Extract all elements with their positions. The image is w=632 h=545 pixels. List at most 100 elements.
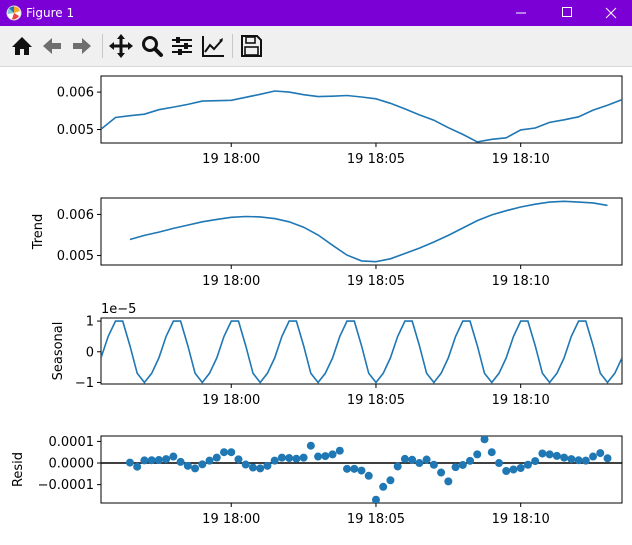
navigation-toolbar (0, 26, 632, 67)
y-tick-label: 0.006 (57, 86, 94, 101)
x-tick-label: 19 18:00 (202, 512, 260, 527)
resid-point (545, 450, 554, 459)
resid-point (314, 452, 323, 461)
resid-point (364, 471, 373, 480)
resid-point (256, 464, 265, 473)
y-tick-label: 0.0000 (49, 457, 95, 472)
y-tick-label: 0.005 (57, 123, 94, 138)
resid-point (466, 456, 475, 465)
x-tick-label: 19 18:00 (202, 274, 260, 289)
pan-button[interactable] (107, 32, 135, 60)
y-tick-label: 0.005 (57, 249, 94, 264)
resid-point (386, 476, 395, 485)
resid-point (292, 454, 301, 463)
resid-point (516, 463, 525, 472)
minimize-icon (516, 12, 526, 14)
subplot-4: 0.0001 0.0000 −0.0001 19 18:00 19 18:05 19 18… (11, 435, 623, 527)
home-button[interactable] (8, 32, 36, 60)
save-button[interactable] (237, 32, 265, 60)
forward-arrow-icon (73, 38, 91, 54)
move-icon (109, 34, 133, 58)
x-tick-label: 19 18:00 (202, 152, 260, 167)
resid-point (299, 453, 308, 462)
back-arrow-icon (43, 38, 61, 54)
resid-point (343, 464, 352, 473)
x-tick-label: 19 18:05 (347, 274, 405, 289)
maximize-icon (562, 7, 572, 17)
resid-point (140, 456, 149, 465)
resid-point (263, 461, 272, 470)
subplots-button[interactable] (168, 32, 196, 60)
resid-point (162, 455, 171, 464)
resid-point (444, 477, 453, 486)
back-button[interactable] (38, 32, 66, 60)
resid-point (473, 450, 482, 459)
zoom-button[interactable] (138, 32, 166, 60)
window-title: Figure 1 (26, 6, 75, 20)
resid-point (560, 453, 569, 462)
resid-point (567, 455, 576, 464)
home-icon (12, 37, 32, 55)
y-tick-label: 1 (86, 315, 94, 330)
resid-point (531, 457, 540, 466)
magnifier-icon (142, 36, 163, 57)
resid-point (437, 468, 446, 477)
resid-point (480, 436, 489, 444)
resid-point (306, 441, 315, 450)
resid-point (538, 449, 547, 458)
resid-point (451, 463, 460, 472)
resid-point (147, 456, 156, 465)
maximize-button[interactable] (544, 0, 590, 26)
resid-point (589, 452, 598, 461)
resid-point (205, 456, 214, 465)
line-chart-icon (202, 36, 224, 57)
resid-point (248, 463, 257, 472)
sliders-icon (172, 37, 192, 55)
figure-canvas[interactable]: 0.005 0.006 19 18:00 19 18:05 19 18:10 0.005 0… (0, 67, 632, 541)
resid-point (220, 448, 229, 457)
x-tick-label: 19 18:10 (492, 274, 550, 289)
resid-point (241, 460, 250, 469)
resid-point (408, 455, 417, 464)
x-tick-label: 19 18:00 (202, 393, 260, 408)
resid-point (552, 451, 561, 460)
y-axis-label: Resid (11, 452, 26, 487)
window-titlebar: Figure 1 (0, 0, 632, 26)
y-tick-label: 0 (86, 345, 94, 360)
resid-point (191, 464, 200, 473)
forward-button[interactable] (68, 32, 96, 60)
resid-point (125, 458, 134, 467)
x-tick-label: 19 18:05 (347, 512, 405, 527)
series-line-observed (101, 90, 622, 143)
resid-point (154, 455, 163, 464)
resid-point (285, 454, 294, 463)
resid-point (422, 455, 431, 464)
axes-frame (100, 435, 623, 504)
resid-point (494, 459, 503, 468)
resid-point (400, 454, 409, 463)
toolbar-separator (102, 34, 103, 58)
resid-point (321, 452, 330, 461)
resid-point (176, 457, 185, 466)
axes-edit-button[interactable] (199, 32, 227, 60)
resid-point (581, 456, 590, 465)
resid-point (183, 461, 192, 470)
resid-point (270, 456, 279, 465)
close-button[interactable] (590, 0, 632, 26)
resid-point (458, 460, 467, 469)
resid-point (371, 495, 380, 503)
subplot-1: 0.005 0.006 19 18:00 19 18:05 19 18:10 (57, 75, 623, 167)
minimize-button[interactable] (498, 0, 544, 26)
resid-point (350, 464, 359, 473)
y-tick-label: −0.0001 (38, 478, 94, 493)
axes-frame (100, 75, 623, 144)
x-tick-label: 19 18:10 (492, 512, 550, 527)
figure-svg: 0.005 0.006 19 18:00 19 18:05 19 18:10 0.005 0… (11, 75, 623, 527)
y-axis-label: Seasonal (51, 322, 66, 381)
resid-point (429, 460, 438, 469)
floppy-icon (241, 35, 262, 57)
resid-point (596, 449, 605, 458)
resid-point (523, 460, 532, 469)
resid-point (603, 454, 612, 463)
resid-point (212, 453, 221, 462)
